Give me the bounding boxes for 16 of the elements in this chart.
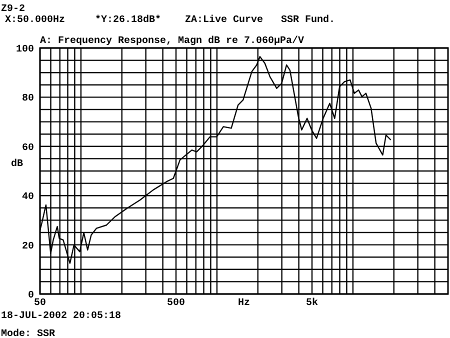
text: Mode: SSR	[1, 328, 56, 338]
y-tick-label: 40	[22, 192, 34, 204]
y-tick-label: 60	[22, 142, 34, 154]
x-tick-label: 500	[166, 298, 186, 309]
text: 18-JUL-2002 20:05:18	[1, 311, 122, 322]
text: Z9-2	[1, 4, 26, 15]
x-tick-label: 5k	[306, 297, 318, 309]
y-tick-label: 20	[22, 241, 34, 252]
chart-subtitle: X:50.000Hz *Y:26.18dB* ZA:Live Curve SSR Fund.	[5, 14, 336, 26]
y-tick-label: 100	[16, 44, 34, 56]
y-axis-title: dB	[10, 158, 24, 170]
x-axis-title: Hz	[238, 298, 250, 309]
y-tick-label: 80	[22, 94, 34, 105]
chart-title: A: Frequency Response, Magn dB re 7.060μPa/V	[40, 35, 304, 47]
x-tick-label: 50	[34, 298, 46, 309]
y-tick-label: 0	[28, 290, 34, 302]
